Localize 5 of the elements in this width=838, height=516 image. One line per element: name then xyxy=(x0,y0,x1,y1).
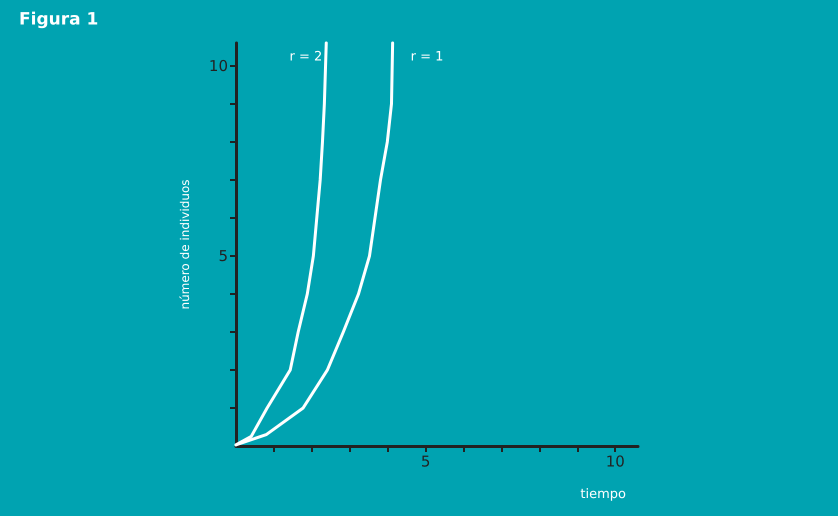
x-axis-title: tiempo xyxy=(580,487,626,502)
y-axis-title: número de individuos xyxy=(178,179,192,310)
series-label: r = 2 xyxy=(289,50,322,64)
series-label: r = 1 xyxy=(410,50,444,64)
text: Figura 1 xyxy=(19,10,98,30)
